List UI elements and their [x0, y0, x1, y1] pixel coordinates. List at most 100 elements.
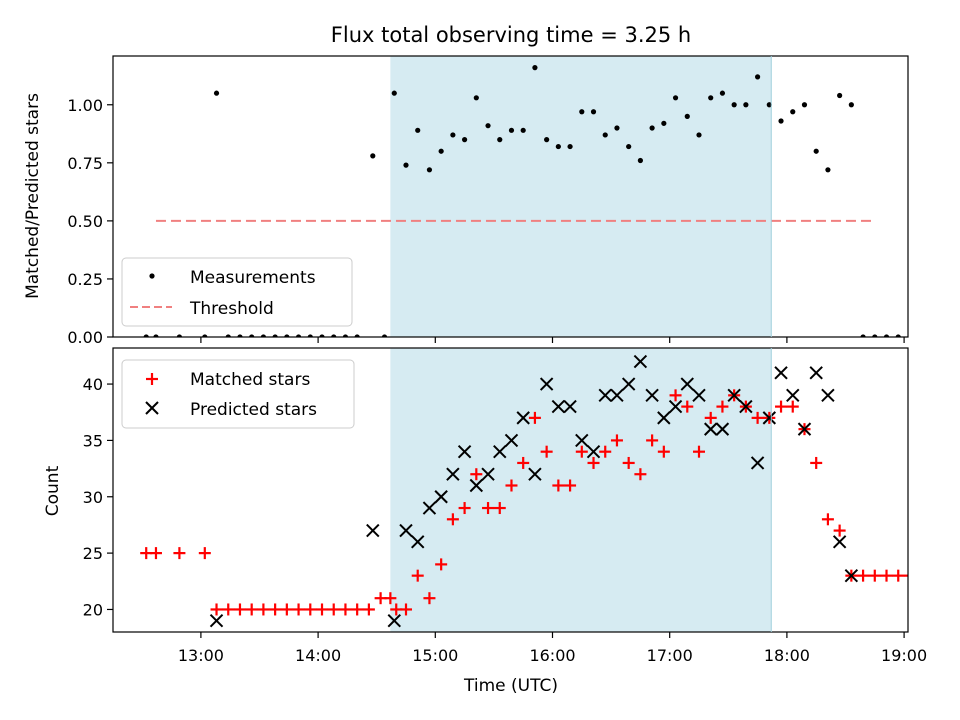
measurement-point [837, 92, 843, 99]
matched-star-marker [517, 456, 530, 469]
predicted-star-marker [715, 422, 730, 436]
predicted-star-marker [434, 490, 448, 504]
measurement-point [520, 127, 526, 133]
measurement-point [743, 102, 749, 108]
matched-star-marker [505, 479, 518, 492]
matched-star-marker [222, 603, 235, 616]
bottom-y-tick-label: 35 [83, 431, 103, 450]
matched-star-marker [411, 569, 424, 582]
measurement-point [883, 334, 890, 337]
predicted-star-marker [774, 366, 788, 380]
measurement-point [567, 143, 573, 150]
measurement-point [778, 118, 784, 124]
x-tick-label: 13:00 [178, 646, 224, 665]
top-panel: 0.00 0.25 0.50 0.75 1.00 Matched/Predicted s… [23, 55, 948, 347]
measurement-point [307, 334, 313, 337]
measurement-point [260, 334, 267, 337]
bottom-y-tick-label: 20 [83, 600, 103, 619]
measurement-point [272, 334, 278, 337]
predicted-star-marker [446, 467, 460, 481]
matched-star-marker [327, 603, 340, 616]
matched-star-marker [399, 603, 412, 616]
matched-star-marker [622, 456, 635, 469]
matched-star-marker [927, 570, 939, 582]
predicted-star-marker [797, 422, 812, 436]
bottom-y-tick-label: 40 [83, 375, 103, 394]
bottom-plot-frame [112, 347, 909, 633]
measurement-point [202, 334, 208, 337]
matched-star-marker [384, 592, 397, 605]
measurement-point [438, 148, 444, 154]
measurement-point [544, 137, 550, 143]
measurement-point [237, 334, 243, 337]
x-tick-label: 14:00 [295, 646, 341, 665]
matched-star-marker [423, 592, 436, 605]
matched-star-marker [482, 502, 495, 515]
matched-star-marker [245, 603, 258, 616]
bottom-series-layer [140, 354, 939, 628]
x-tick-label: 18:00 [764, 646, 810, 665]
measurement-point [731, 102, 737, 108]
matched-star-marker [821, 513, 834, 526]
measurement-point [354, 334, 360, 337]
predicted-star-marker [762, 411, 777, 425]
top-legend: Measurements Threshold [121, 257, 353, 327]
predicted-star-marker [563, 399, 577, 414]
matched-star-marker [692, 445, 705, 458]
predicted-star-marker [399, 523, 413, 538]
measurement-point [813, 148, 819, 154]
top-y-tick-label: 0.75 [67, 154, 103, 173]
predicted-star-marker [657, 411, 671, 425]
predicted-star-marker [598, 388, 612, 403]
predicted-star-marker [621, 377, 636, 391]
matched-star-marker [786, 400, 799, 413]
matched-star-marker [198, 547, 211, 560]
matched-star-marker [868, 569, 881, 582]
matched-star-marker [610, 434, 623, 447]
chart-title: Flux total observing time = 3.25 h [331, 23, 691, 47]
predicted-star-marker [551, 399, 566, 414]
measurement-point [381, 334, 388, 337]
matched-star-marker [552, 479, 565, 492]
matched-star-marker [704, 411, 717, 424]
legend-label-matched-stars: Matched stars [190, 370, 310, 390]
matched-star-marker [669, 389, 682, 402]
bottom-observing-window-shade [390, 348, 772, 632]
matched-star-marker [304, 603, 317, 616]
predicted-star-marker [528, 467, 542, 481]
matched-star-marker [903, 574, 908, 577]
measurement-point [943, 334, 948, 339]
predicted-star-marker [575, 433, 589, 448]
matched-star-marker [458, 502, 471, 515]
bottom-x-axis: 13:00 14:00 15:00 16:00 17:00 18:00 19:00 [178, 632, 927, 665]
legend-x-marker-icon [145, 401, 159, 415]
measurement-point [684, 113, 690, 119]
matched-star-marker [351, 603, 364, 616]
predicted-star-marker [633, 354, 648, 369]
matched-star-marker [564, 479, 577, 492]
measurement-point [415, 127, 421, 133]
measurement-point [672, 95, 679, 101]
predicted-star-marker [422, 501, 437, 515]
measurement-point [284, 334, 290, 337]
measurement-point [579, 109, 585, 115]
bottom-y-tick-label: 30 [83, 488, 103, 507]
measurement-point [153, 334, 159, 337]
measurement-point [661, 120, 667, 126]
matched-star-marker [528, 411, 541, 424]
x-axis-label: Time (UTC) [463, 676, 558, 696]
predicted-star-marker [610, 388, 624, 403]
measurement-point [895, 334, 901, 337]
measurement-point [708, 95, 714, 101]
measurement-point [555, 143, 561, 150]
matched-star-marker [233, 603, 246, 616]
measurement-point [342, 334, 349, 337]
measurement-point [790, 109, 796, 115]
measurement-point [450, 132, 456, 138]
measurement-point [485, 123, 491, 129]
matched-star-marker [292, 603, 305, 616]
top-legend-box [121, 257, 353, 327]
measurement-point [860, 334, 866, 337]
matched-star-marker [339, 603, 352, 616]
top-y-tick-label: 0.25 [67, 270, 103, 289]
